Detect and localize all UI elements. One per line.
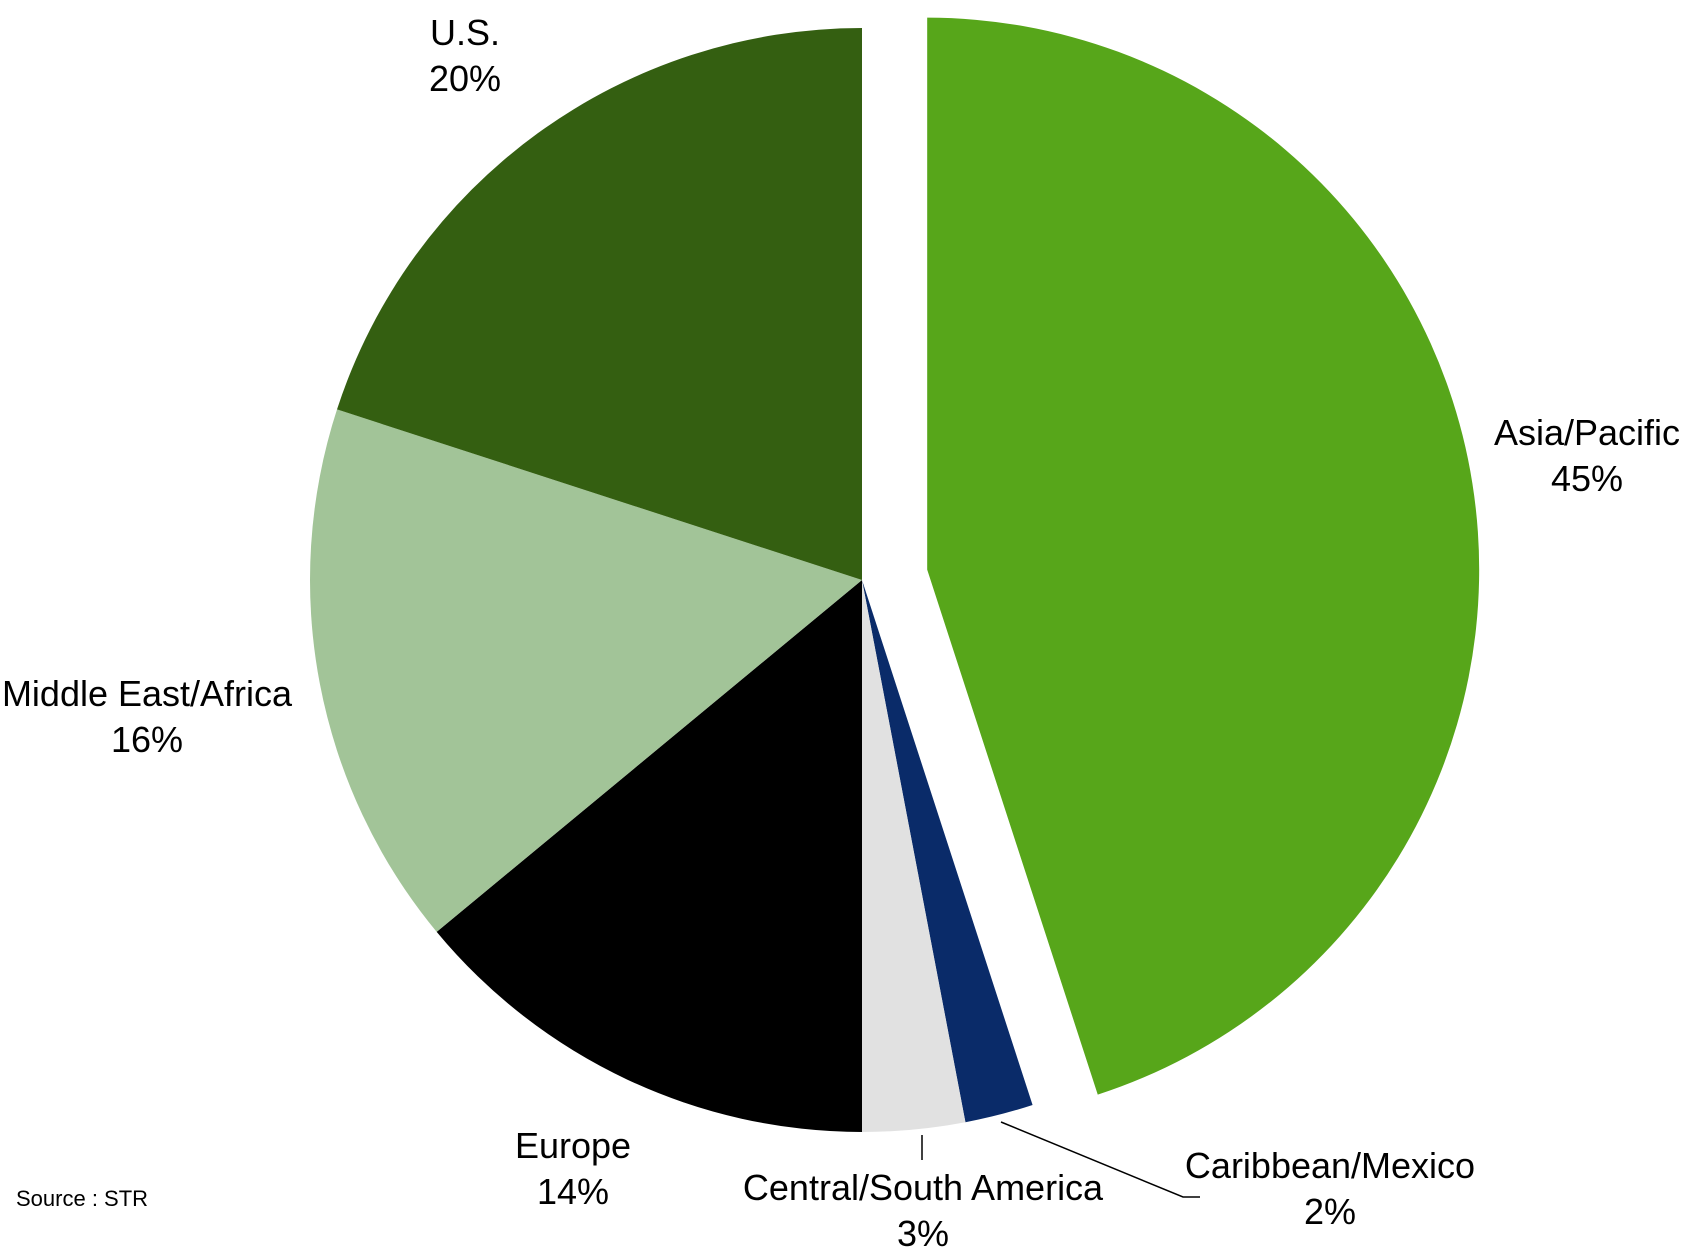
pie-slice-caribbean-mexico [862, 580, 1033, 1123]
pie-slices [310, 17, 1480, 1132]
slice-value-u-s: 20% [429, 58, 501, 99]
slice-label-caribbean-mexico: Caribbean/Mexico [1185, 1145, 1475, 1186]
slice-value-central-south-america: 3% [897, 1213, 949, 1254]
pie-slice-asia-pacific [927, 17, 1480, 1095]
slice-value-middle-east-africa: 16% [111, 719, 183, 760]
slice-label-asia-pacific: Asia/Pacific [1494, 412, 1680, 453]
slice-label-central-south-america: Central/South America [743, 1167, 1104, 1208]
slice-value-europe: 14% [537, 1171, 609, 1212]
slice-label-u-s: U.S. [430, 12, 500, 53]
source-note: Source : STR [16, 1186, 149, 1211]
slice-label-middle-east-africa: Middle East/Africa [2, 673, 293, 714]
slice-labels: Asia/Pacific 45% Caribbean/Mexico 2% Central… [2, 12, 1680, 1254]
slice-label-europe: Europe [515, 1125, 631, 1166]
pie-slice-u-s [337, 28, 862, 580]
pie-slice-europe [436, 580, 862, 1132]
pie-slice-middle-east-africa [310, 409, 862, 932]
slice-value-caribbean-mexico: 2% [1304, 1191, 1356, 1232]
leader-line-caribbean-mexico [1000, 1121, 1200, 1198]
pie-slice-central-south-america [862, 580, 966, 1132]
slice-value-asia-pacific: 45% [1551, 458, 1623, 499]
leader-lines [921, 1121, 1200, 1198]
